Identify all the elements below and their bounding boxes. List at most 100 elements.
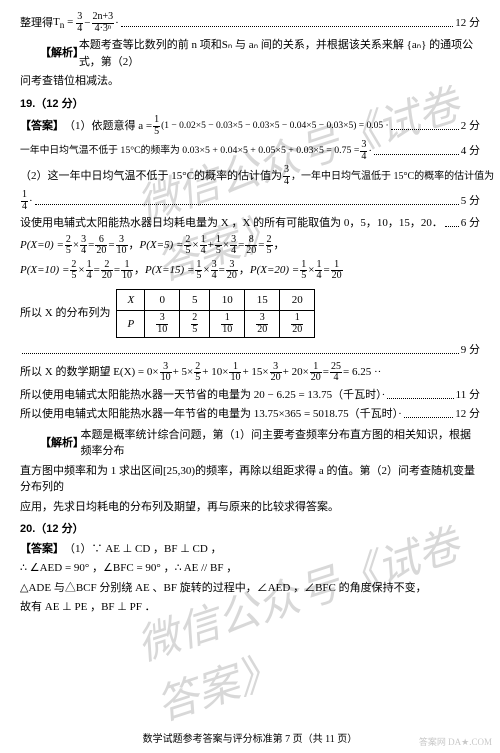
th: 15 xyxy=(245,289,280,311)
text: · xyxy=(368,143,372,160)
q19-freq: 一年中日均气温不低于 15°C的频率为 0.03×5 + 0.04×5 + 0.… xyxy=(20,140,480,162)
d: 5 xyxy=(184,246,191,257)
d: 4 xyxy=(230,246,237,257)
op: = xyxy=(323,262,329,279)
d: 10 xyxy=(221,325,233,336)
d: 4 xyxy=(315,271,322,282)
text: · xyxy=(115,15,119,32)
dotted-leader xyxy=(404,410,453,418)
points: 5 分 xyxy=(461,193,480,210)
th: 0 xyxy=(145,289,180,311)
op: × xyxy=(203,262,209,279)
q20-l1: 【答案】（1）∵ AE ⊥ CD ，BF ⊥ CD ， xyxy=(20,541,480,558)
text: + 15× xyxy=(242,364,268,381)
d: 5 xyxy=(194,373,201,384)
q20-l4: 故有 AE ⊥ PE ，BF ⊥ PF ． xyxy=(20,599,480,616)
text: = xyxy=(323,364,329,381)
d: 5 xyxy=(215,246,222,257)
d: 20 xyxy=(245,246,257,257)
td: 320 xyxy=(245,311,280,338)
explain-18a: 【解析】本题考查等比数列的前 n 项和Sₙ 与 aₙ 间的关系，并根据该关系来解… xyxy=(20,37,480,70)
dotted-leader xyxy=(391,122,459,130)
text: 设使用电辅式太阳能热水器日均耗电量为 X ，X 的所有可能取值为 0，5，10，… xyxy=(20,215,443,232)
frac-num: 3 xyxy=(360,140,367,152)
op: = xyxy=(94,262,100,279)
frac-den: 4·3ⁿ xyxy=(92,24,115,35)
page-content: 整理得 Tn = 34 − 2n+34·3ⁿ · 12 分 【解析】本题考查等比… xyxy=(20,12,480,616)
d: 4 xyxy=(200,246,207,257)
d: 20 xyxy=(95,246,107,257)
th: 10 xyxy=(210,289,245,311)
d: 20 xyxy=(256,325,268,336)
d: 5 xyxy=(70,271,77,282)
d: 20 xyxy=(226,271,238,282)
explain-19c: 应用，先求日均耗电的分布列及期望，再与原来的比较求得答案。 xyxy=(20,499,480,516)
table-pts: 9 分 xyxy=(20,342,480,359)
op: = xyxy=(108,237,114,254)
q19-ans1: 【答案】 （1）依题意得 a = 15 (1 − 0.02×5 − 0.03×5… xyxy=(20,115,480,137)
text: + 10× xyxy=(202,364,228,381)
d: 5 xyxy=(191,325,198,336)
d: 10 xyxy=(121,271,133,282)
op: = xyxy=(258,237,264,254)
frac-den: 5 xyxy=(153,127,160,138)
px-row2: P(X=10) = 25 × 14 = 220 = 110 ， P(X=15) … xyxy=(20,260,480,282)
th: 5 xyxy=(180,289,210,311)
text: （1）依题意得 a = xyxy=(64,118,152,135)
op: × xyxy=(223,237,229,254)
sep: ， xyxy=(239,262,250,279)
q20-heading: 20.（12 分） xyxy=(20,521,480,538)
n: 2 xyxy=(191,313,198,325)
d: 20 xyxy=(310,373,322,384)
text: （2）这一年中日均气温不低于 15°C的概率的估计值为 xyxy=(20,168,282,185)
text: P(X=20) = xyxy=(250,262,299,279)
dist-table-row: 所以 X 的分布列为 X 0 5 10 15 20 P 310 25 110 3… xyxy=(20,285,480,343)
text: − xyxy=(84,15,90,32)
td: 310 xyxy=(145,311,180,338)
dotted-leader xyxy=(35,197,459,205)
op: × xyxy=(73,237,79,254)
explain-19a: 【解析】本题是概率统计综合问题，第（1）问主要考查频率分布直方图的相关知识，根据… xyxy=(20,427,480,460)
q19-heading: 19.（12 分） xyxy=(20,96,480,113)
d: 20 xyxy=(270,373,282,384)
text: 所以使用电辅式太阳能热水器一天节省的电量为 20 − 6.25 = 13.75（… xyxy=(20,387,385,404)
text: P(X=10) = xyxy=(20,262,69,279)
dotted-leader xyxy=(22,346,459,354)
text: + 20× xyxy=(283,364,309,381)
q19-xvals: 设使用电辅式太阳能热水器日均耗电量为 X ，X 的所有可能取值为 0，5，10，… xyxy=(20,215,480,232)
sep: ， xyxy=(129,237,140,254)
op: × xyxy=(192,237,198,254)
text: 所以使用电辅式太阳能热水器一年节省的电量为 13.75×365 = 5018.7… xyxy=(20,406,402,423)
text: · xyxy=(29,193,33,210)
d: 10 xyxy=(116,246,128,257)
n: 3 xyxy=(256,313,268,325)
frac-den: 4 xyxy=(76,24,83,35)
d: 20 xyxy=(101,271,113,282)
save-year: 所以使用电辅式太阳能热水器一年节省的电量为 13.75×365 = 5018.7… xyxy=(20,406,480,423)
d: 4 xyxy=(211,271,218,282)
op: = xyxy=(238,237,244,254)
d: 10 xyxy=(160,373,172,384)
td: 25 xyxy=(180,311,210,338)
n: 1 xyxy=(221,313,233,325)
text: （1）∵ AE ⊥ CD ，BF ⊥ CD ， xyxy=(64,541,222,558)
d: 20 xyxy=(331,271,343,282)
expectation: 所以 X 的数学期望 E(X) = 0× 310 + 5× 25 + 10× 1… xyxy=(20,362,480,384)
text: (1 − 0.02×5 − 0.03×5 − 0.03×5 − 0.04×5 −… xyxy=(161,119,389,133)
q20-l2: ∴ ∠AED = 90° ，∠BFC = 90° ，∴ AE // BF ， xyxy=(20,560,480,577)
points: 6 分 xyxy=(461,215,480,232)
q19-prob2: 14 · 5 分 xyxy=(20,190,480,212)
table-lead: 所以 X 的分布列为 xyxy=(20,305,110,322)
frac-num: 1 xyxy=(153,115,160,127)
d: 5 xyxy=(300,271,307,282)
line-tn: 整理得 Tn = 34 − 2n+34·3ⁿ · 12 分 xyxy=(20,12,480,34)
dotted-leader xyxy=(445,219,459,227)
d: 4 xyxy=(80,246,87,257)
d: 4 xyxy=(86,271,93,282)
frac-num: 2n+3 xyxy=(92,12,115,24)
text: P(X=5) = xyxy=(140,237,184,254)
q20-l3: △ADE 与△BCF 分别绕 AE 、BF 旋转的过程中，∠AED ，∠BFC … xyxy=(20,580,480,597)
frac-num: 1 xyxy=(21,190,28,202)
text: ，一年中日均气温低于 15°C的概率的估计值为 xyxy=(291,169,494,184)
px-row1: P(X=0) = 25 × 34 = 620 = 310 ， P(X=5) = … xyxy=(20,235,480,257)
